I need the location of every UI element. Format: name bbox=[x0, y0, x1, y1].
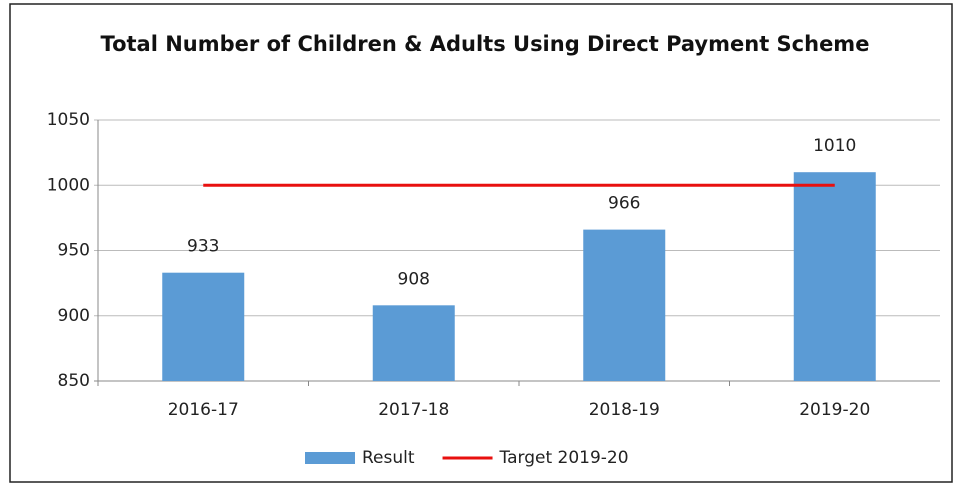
x-tick-label: 2019-20 bbox=[799, 400, 870, 420]
bar bbox=[162, 272, 245, 381]
bar bbox=[793, 172, 876, 381]
y-tick-label: 1000 bbox=[47, 175, 90, 195]
y-tick-label: 900 bbox=[58, 306, 90, 326]
y-tick-label: 950 bbox=[58, 241, 90, 261]
legend-label: Target 2019-20 bbox=[499, 448, 629, 468]
x-tick-label: 2016-17 bbox=[168, 400, 239, 420]
y-tick-label: 1050 bbox=[47, 110, 90, 130]
data-label: 933 bbox=[187, 237, 219, 257]
x-tick-label: 2018-19 bbox=[589, 400, 660, 420]
chart-title: Total Number of Children & Adults Using … bbox=[100, 32, 870, 56]
data-label: 908 bbox=[398, 269, 430, 289]
bar bbox=[583, 229, 666, 381]
legend-label: Result bbox=[362, 448, 415, 468]
y-tick-label: 850 bbox=[58, 371, 90, 391]
bar bbox=[372, 305, 455, 381]
data-label: 1010 bbox=[813, 136, 856, 156]
data-label: 966 bbox=[608, 194, 640, 214]
legend-swatch bbox=[305, 452, 355, 464]
x-tick-label: 2017-18 bbox=[378, 400, 449, 420]
